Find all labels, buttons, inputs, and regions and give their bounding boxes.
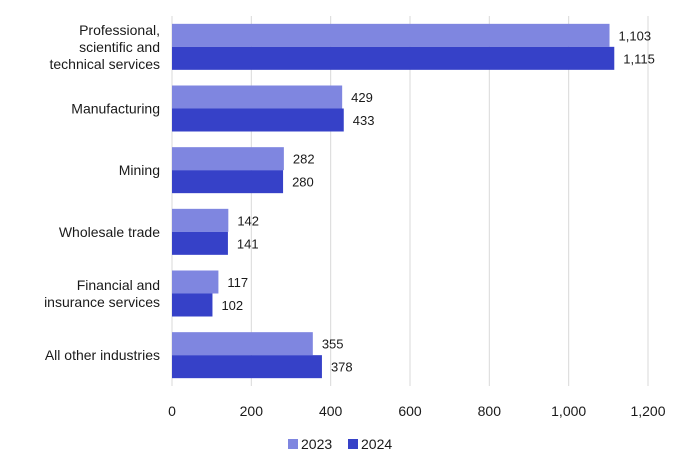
x-tick-label: 800	[478, 403, 502, 419]
x-axis-ticks: 0 200 400 600 800 1,000 1,200	[168, 403, 666, 419]
data-label: 142	[237, 213, 259, 228]
legend-swatch-2023	[288, 439, 298, 449]
category-label: All other industries	[45, 347, 160, 363]
category-label: Wholesale trade	[59, 224, 160, 240]
bar-2023	[172, 147, 284, 171]
bar-2024	[172, 108, 344, 132]
legend: 2023 2024	[288, 436, 392, 452]
data-labels: 1,103 1,115 429 433 282 280 142 141 117 102 355 378	[221, 28, 654, 374]
bars	[172, 23, 615, 379]
data-label: 1,115	[623, 51, 655, 66]
bar-2024	[172, 293, 213, 317]
x-tick-label: 600	[398, 403, 422, 419]
bar-2024	[172, 355, 322, 379]
bar-2023	[172, 332, 313, 356]
bar-2023	[172, 208, 229, 232]
data-label: 1,103	[619, 28, 652, 43]
data-label: 117	[227, 275, 248, 290]
legend-label-2024: 2024	[361, 436, 392, 452]
category-label: Mining	[119, 162, 160, 178]
data-label: 378	[331, 360, 353, 375]
data-label: 280	[292, 175, 314, 190]
bar-2024	[172, 231, 228, 255]
data-label: 141	[237, 236, 259, 251]
category-label: Financial and insurance services	[44, 277, 160, 310]
x-tick-label: 400	[319, 403, 343, 419]
data-label: 355	[322, 337, 344, 352]
data-label: 433	[353, 113, 375, 128]
legend-swatch-2024	[348, 439, 358, 449]
bar-2024	[172, 46, 615, 70]
category-label: Professional, scientific and technical ser…	[50, 22, 161, 72]
x-tick-label: 1,200	[630, 403, 665, 419]
gridlines	[171, 16, 649, 386]
bar-2023	[172, 270, 219, 294]
bar-2023	[172, 23, 610, 47]
category-label: Manufacturing	[71, 101, 160, 117]
data-label: 429	[351, 90, 373, 105]
x-tick-label: 0	[168, 403, 176, 419]
bar-2024	[172, 170, 284, 194]
x-tick-label: 200	[240, 403, 264, 419]
data-label: 102	[221, 298, 243, 313]
data-label: 282	[293, 152, 315, 167]
x-tick-label: 1,000	[551, 403, 586, 419]
legend-label-2023: 2023	[301, 436, 332, 452]
bar-2023	[172, 85, 343, 109]
category-labels: Professional, scientific and technical ser…	[44, 22, 160, 363]
